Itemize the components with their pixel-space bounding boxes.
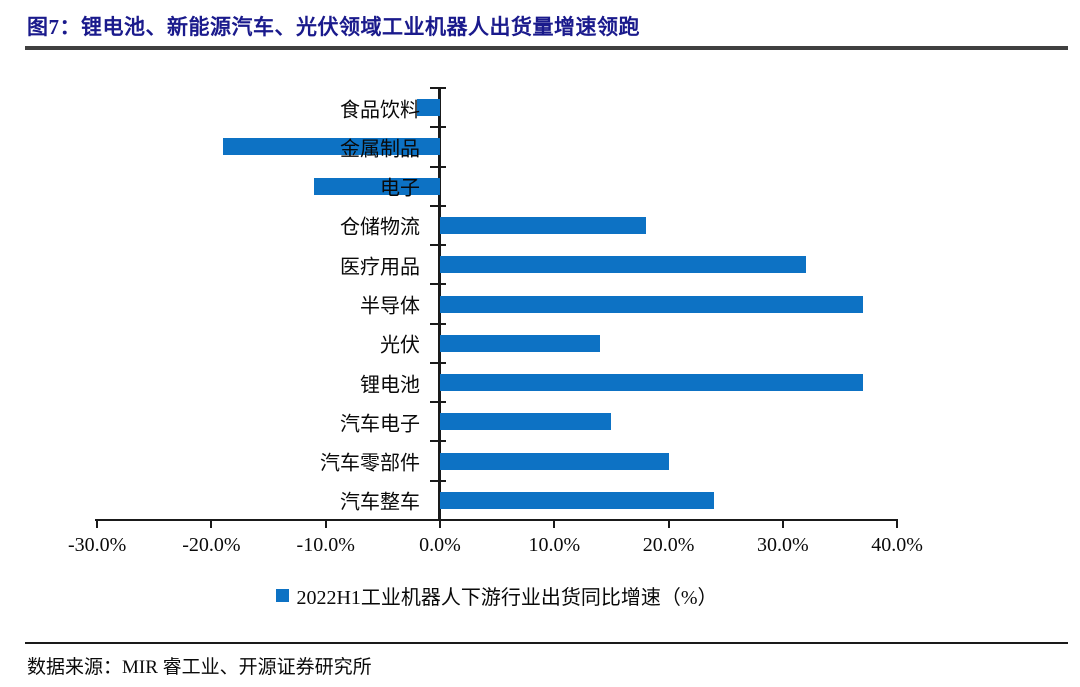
category-label-电子: 电子 <box>380 177 420 200</box>
category-label-食品饮料: 食品饮料 <box>340 99 420 122</box>
category-label-仓储物流: 仓储物流 <box>340 216 420 239</box>
category-axis-tick <box>430 361 446 364</box>
category-label-锂电池: 锂电池 <box>360 374 420 397</box>
value-axis-tick-label: 30.0% <box>757 534 809 556</box>
category-axis-tick <box>430 87 446 89</box>
bar-chart: 食品饮料金属制品电子仓储物流医疗用品半导体光伏锂电池汽车电子汽车零部件汽车整车 -… <box>67 87 923 556</box>
bar-电子 <box>314 177 440 195</box>
category-axis-tick <box>430 204 446 207</box>
category-label-医疗用品: 医疗用品 <box>340 256 420 279</box>
category-axis-line <box>438 88 441 521</box>
category-axis-tick <box>430 244 446 247</box>
bar-汽车零部件 <box>440 452 669 470</box>
title-divider <box>25 46 1068 50</box>
category-label-金属制品: 金属制品 <box>340 138 420 161</box>
bar-金属制品 <box>222 138 440 156</box>
category-label-半导体: 半导体 <box>360 295 420 318</box>
category-axis-tick <box>430 126 446 129</box>
category-label-汽车电子: 汽车电子 <box>340 413 420 436</box>
value-axis-tick <box>210 521 213 528</box>
footer-divider <box>25 642 1068 644</box>
category-axis-tick <box>430 401 446 404</box>
bar-医疗用品 <box>440 256 806 274</box>
category-label-光伏: 光伏 <box>380 334 420 357</box>
bar-仓储物流 <box>440 216 646 234</box>
value-axis-tick <box>439 521 441 528</box>
value-axis-tick-label: 10.0% <box>528 534 581 556</box>
value-axis-tick <box>324 521 327 528</box>
value-axis-tick-label: -30.0% <box>67 534 127 556</box>
value-axis-tick-label: -20.0% <box>182 534 241 556</box>
bar-光伏 <box>440 334 600 352</box>
category-axis-tick <box>430 479 446 482</box>
value-axis-tick <box>781 521 784 528</box>
category-axis-tick <box>430 440 446 443</box>
bar-食品饮料 <box>417 99 440 117</box>
figure-title: 图7：锂电池、新能源汽车、光伏领域工业机器人出货量增速领跑 <box>27 15 640 39</box>
legend-label: 2022H1工业机器人下游行业出货同比增速（%） <box>296 587 718 609</box>
value-axis-tick <box>553 521 556 528</box>
category-label-汽车整车: 汽车整车 <box>340 491 420 514</box>
category-axis-tick <box>430 322 446 325</box>
chart-legend: 2022H1工业机器人下游行业出货同比增速（%） <box>97 581 897 610</box>
category-axis-tick <box>430 519 446 521</box>
category-axis-tick <box>430 283 446 286</box>
value-axis-line <box>95 519 898 521</box>
value-axis-tick <box>96 521 99 528</box>
value-axis-tick-label: -10.0% <box>296 534 355 556</box>
bar-汽车电子 <box>440 413 612 431</box>
data-source-note: 数据来源：MIR 睿工业、开源证券研究所 <box>27 657 372 678</box>
value-axis-tick-label: 40.0% <box>871 534 923 556</box>
bar-汽车整车 <box>440 491 715 509</box>
value-axis-tick <box>667 521 670 528</box>
value-axis-tick-label: 20.0% <box>642 534 695 556</box>
value-axis-tick <box>896 521 899 528</box>
category-label-汽车零部件: 汽车零部件 <box>320 452 420 475</box>
category-axis-tick <box>430 165 446 168</box>
legend-swatch-icon <box>276 589 290 602</box>
bar-半导体 <box>440 295 863 313</box>
bar-锂电池 <box>440 374 863 392</box>
value-axis-tick-label: 0.0% <box>419 534 461 556</box>
